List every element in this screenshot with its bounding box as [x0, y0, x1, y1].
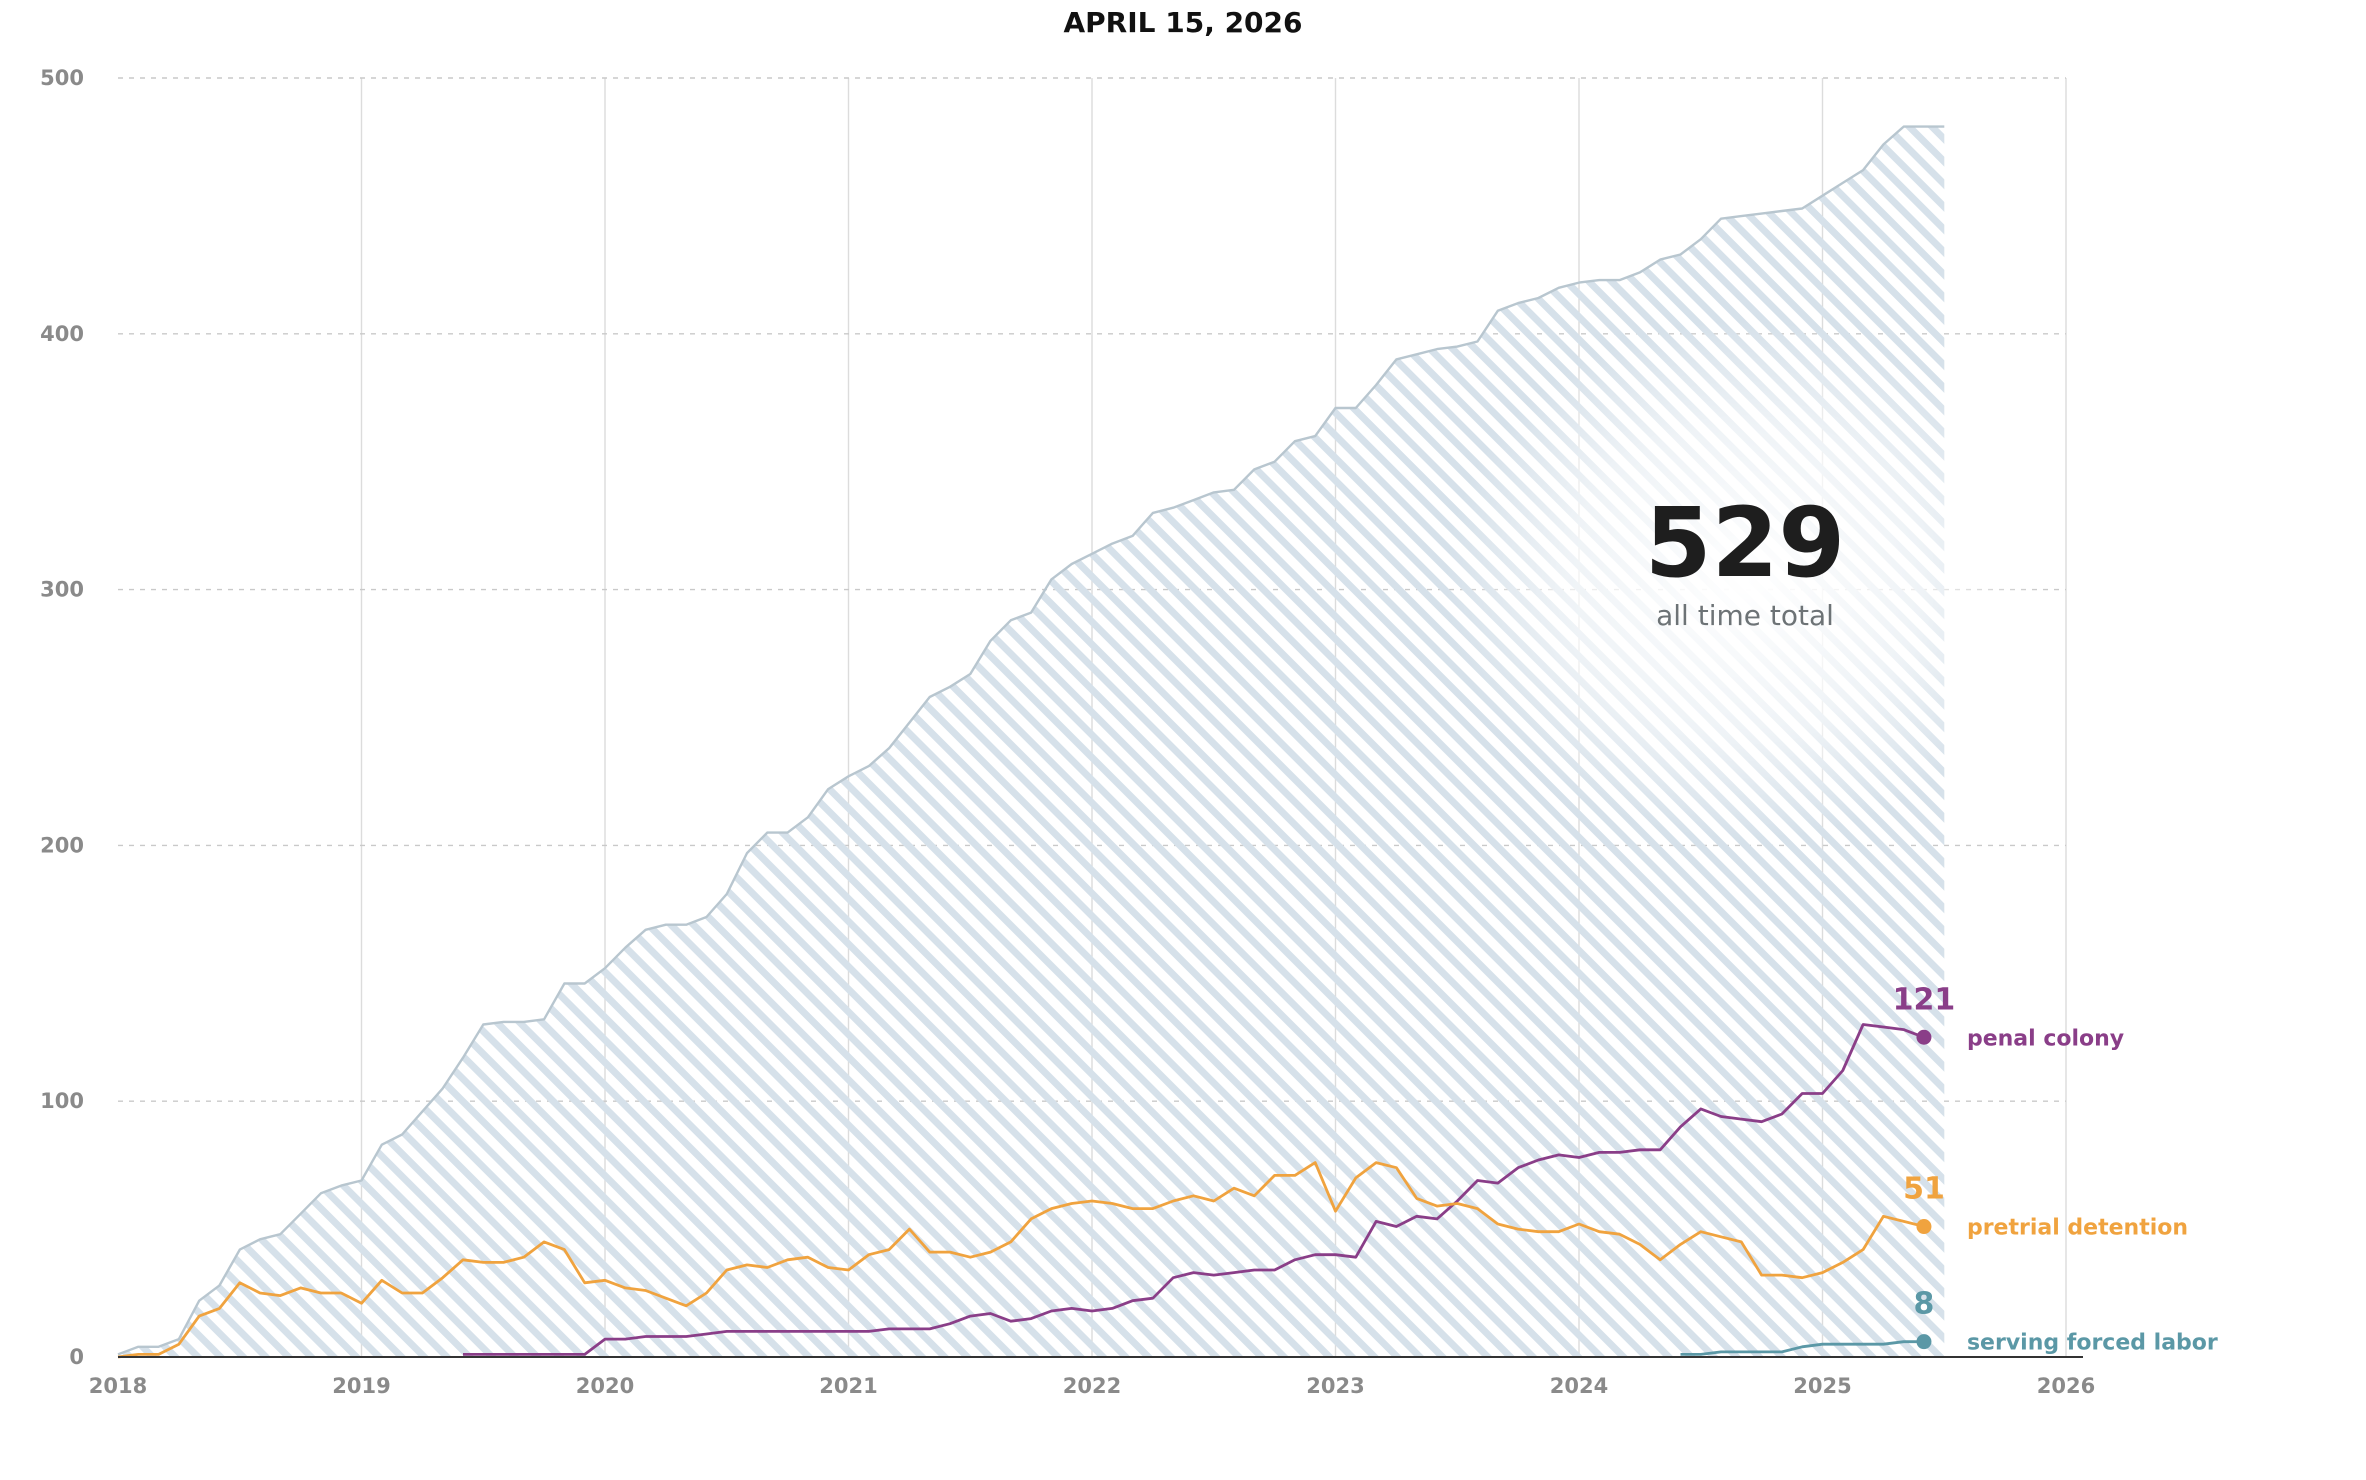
y-tick-label: 0	[69, 1345, 84, 1369]
series-lines	[117, 125, 1945, 1359]
chart-title: APRIL 15, 2026	[1063, 6, 1302, 39]
y-tick-label: 500	[40, 66, 84, 90]
y-tick-label: 400	[40, 322, 84, 346]
y-axis-ticks: 0 100 200 300 400 500	[40, 66, 84, 1369]
total-area	[118, 126, 1945, 1358]
y-tick-label: 300	[40, 578, 84, 602]
series-line-serving-forced-labor	[1680, 1340, 1924, 1356]
all-time-total-value: 529	[1645, 487, 1845, 599]
series-end-markers	[1916, 1029, 1932, 1350]
series-line-penal-colony	[463, 1023, 1925, 1356]
series-label-serving-forced-labor: serving forced labor	[1967, 1331, 2218, 1356]
x-tick-label: 2019	[332, 1374, 390, 1398]
x-tick-label: 2023	[1306, 1374, 1364, 1398]
series-line-pretrial-detention	[117, 1161, 1925, 1359]
end-value-pretrial-detention: 51	[1903, 1172, 1945, 1207]
x-tick-label: 2022	[1063, 1374, 1121, 1398]
end-value-penal-colony: 121	[1893, 982, 1956, 1017]
series-label-pretrial-detention: pretrial detention	[1967, 1216, 2188, 1241]
end-dot-pretrial-detention	[1916, 1219, 1932, 1235]
x-tick-label: 2020	[576, 1374, 634, 1398]
end-dot-penal-colony	[1916, 1029, 1932, 1045]
x-tick-label: 2018	[89, 1374, 147, 1398]
x-tick-label: 2026	[2037, 1374, 2095, 1398]
series-end-labels: 121 penal colony 51 pretrial detention 8 serv…	[1893, 982, 2218, 1355]
annotation-backdrop	[1445, 320, 2045, 840]
x-tick-label: 2025	[1793, 1374, 1851, 1398]
y-tick-label: 200	[40, 833, 84, 857]
x-axis-ticks: 2018 2019 2020 2021 2022 2023 2024 2025 2026	[89, 1374, 2095, 1398]
total-line	[117, 125, 1945, 1356]
x-tick-label: 2021	[819, 1374, 877, 1398]
end-dot-serving-forced-labor	[1916, 1334, 1932, 1350]
series-label-penal-colony: penal colony	[1967, 1026, 2124, 1051]
end-value-serving-forced-labor: 8	[1914, 1287, 1935, 1322]
x-tick-label: 2024	[1550, 1374, 1608, 1398]
y-tick-label: 100	[40, 1089, 84, 1113]
all-time-total-caption: all time total	[1656, 599, 1834, 632]
